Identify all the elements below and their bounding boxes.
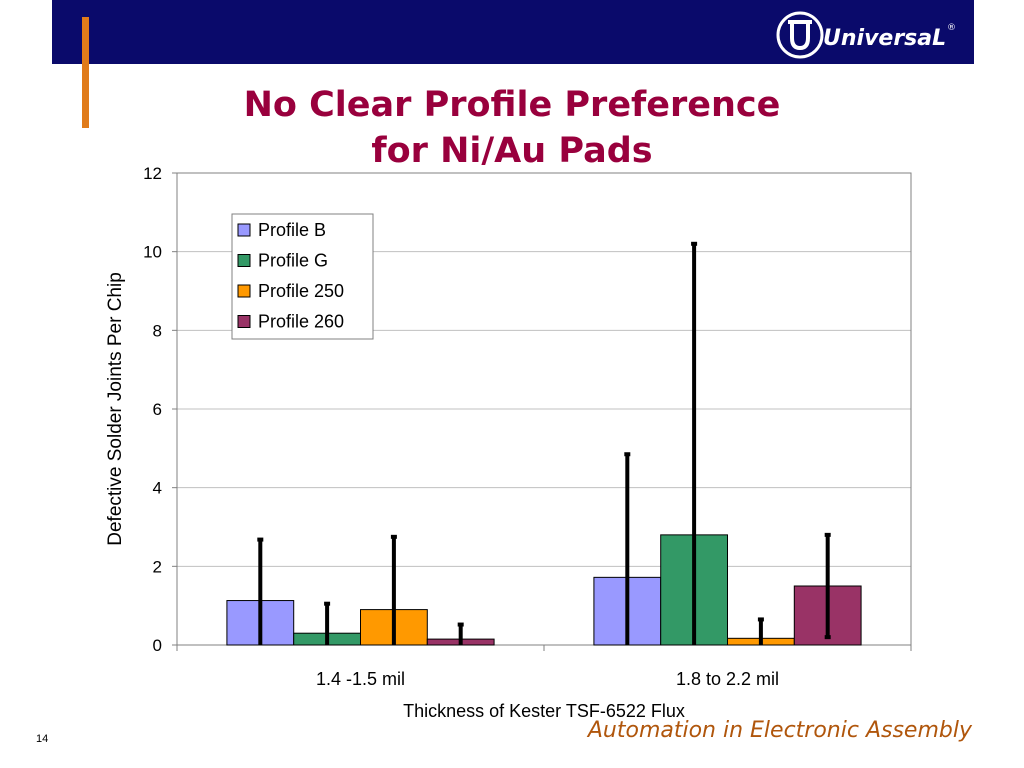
universal-logo: UniversaL ® xyxy=(776,11,956,59)
slide-title-line2: for Ni/Au Pads xyxy=(371,131,653,171)
legend: Profile B Profile G Profile 250 Profile 260 xyxy=(231,213,374,340)
y-tick-label: 4 xyxy=(153,479,162,498)
legend-label: Profile 250 xyxy=(258,281,344,301)
y-tick-label: 8 xyxy=(153,321,162,340)
x-category-label: 1.8 to 2.2 mil xyxy=(676,669,779,689)
y-tick-label: 0 xyxy=(153,636,162,655)
tick-labels: 0 2 4 6 8 10 12 1.4 -1.5 mil 1.8 to 2.2 mil xyxy=(143,164,779,689)
logo-registered-mark: ® xyxy=(947,23,956,33)
legend-label: Profile 260 xyxy=(258,312,344,332)
y-tick-label: 6 xyxy=(153,400,162,419)
logo-text: UniversaL xyxy=(823,26,946,51)
legend-swatch xyxy=(237,315,251,328)
logo-u-circle xyxy=(776,11,824,59)
y-tick-label: 10 xyxy=(143,243,162,262)
legend-swatch xyxy=(237,223,251,237)
x-category-label: 1.4 -1.5 mil xyxy=(316,669,405,689)
bars xyxy=(226,534,862,646)
legend-label: Profile G xyxy=(258,251,328,271)
slide-title: No Clear Profile Preference for Ni/Au Pa… xyxy=(150,82,874,174)
x-axis-label: Thickness of Kester TSF-6522 Flux xyxy=(403,701,685,721)
footer-tagline: Automation in Electronic Assembly xyxy=(587,718,972,743)
y-axis-label: Defective Solder Joints Per Chip xyxy=(105,272,126,546)
legend-box xyxy=(231,213,374,340)
logo-u-mark xyxy=(788,20,812,51)
error-bars xyxy=(257,241,831,645)
slide-number: 14 xyxy=(36,733,49,745)
legend-swatch xyxy=(237,284,251,298)
legend-swatch xyxy=(237,254,251,267)
accent-bar xyxy=(82,17,89,128)
legend-label: Profile B xyxy=(258,220,326,240)
axes xyxy=(172,172,912,651)
y-tick-label: 2 xyxy=(153,557,162,576)
slide-title-line1: No Clear Profile Preference xyxy=(243,85,781,125)
y-tick-label: 12 xyxy=(143,164,162,183)
